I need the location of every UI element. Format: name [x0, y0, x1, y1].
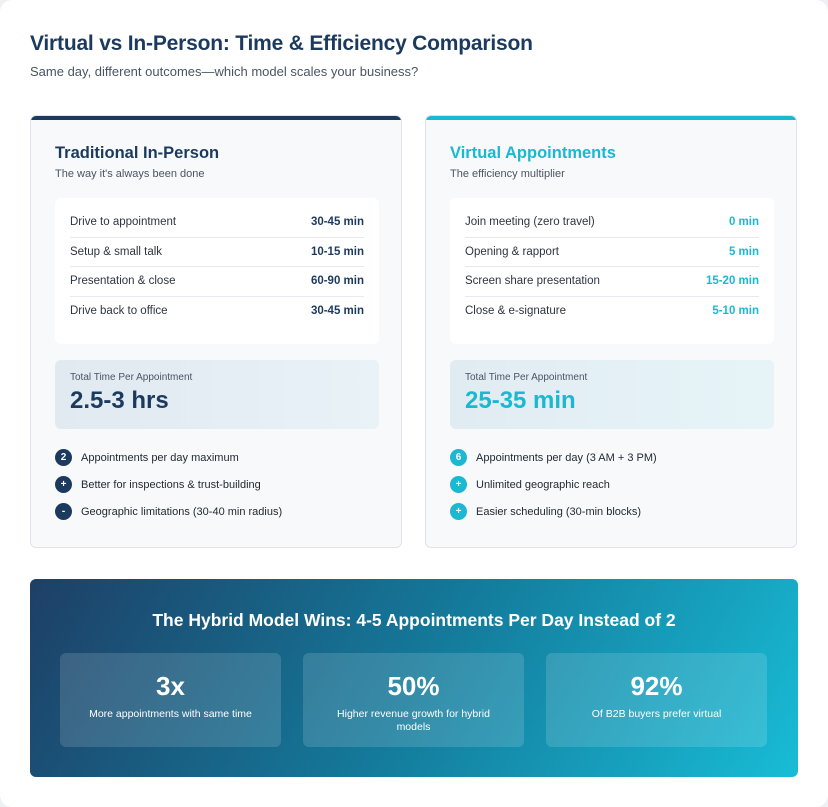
list-item: + Unlimited geographic reach [450, 471, 657, 498]
step-duration: 30-45 min [310, 216, 364, 229]
step-label: Drive to appointment [70, 216, 177, 229]
list-item: Join meeting (zero travel) 0 min [465, 208, 759, 238]
total-time-value: 2.5-3 hrs [70, 387, 169, 414]
stat-label: Of B2B buyers prefer virtual [591, 708, 722, 720]
card-tagline: The way it's always been done [55, 168, 205, 180]
step-duration: 5 min [728, 245, 759, 258]
step-duration: 0 min [728, 216, 759, 229]
card-title: Traditional In-Person [55, 144, 220, 162]
feature-text: Better for inspections & trust-building [81, 478, 261, 491]
minus-icon: - [55, 503, 72, 520]
total-time-box: Total Time Per Appointment 2.5-3 hrs [55, 360, 379, 429]
stat-card: 3x More appointments with same time [60, 653, 281, 747]
time-breakdown-list: Join meeting (zero travel) 0 min Opening… [450, 198, 774, 344]
list-item: Drive back to office 30-45 min [70, 297, 364, 327]
step-label: Join meeting (zero travel) [465, 216, 595, 229]
stat-label: Higher revenue growth for hybrid models [337, 708, 490, 734]
step-label: Presentation & close [70, 275, 176, 288]
count-badge: 2 [55, 449, 72, 466]
list-item: Presentation & close 60-90 min [70, 267, 364, 297]
list-item: Drive to appointment 30-45 min [70, 208, 364, 238]
total-time-label: Total Time Per Appointment [465, 372, 588, 383]
list-item: + Better for inspections & trust-buildin… [55, 471, 282, 498]
stat-card: 92% Of B2B buyers prefer virtual [546, 653, 767, 747]
plus-icon: + [450, 503, 467, 520]
stat-label: More appointments with same time [89, 708, 252, 720]
list-item: Screen share presentation 15-20 min [465, 267, 759, 297]
step-duration: 15-20 min [705, 275, 759, 288]
step-label: Opening & rapport [465, 245, 559, 258]
list-item: Opening & rapport 5 min [465, 238, 759, 267]
plus-icon: + [55, 476, 72, 493]
card-tagline: The efficiency multiplier [450, 168, 565, 180]
step-duration: 60-90 min [310, 275, 364, 288]
feature-text: Appointments per day (3 AM + 3 PM) [476, 451, 657, 464]
card-title: Virtual Appointments [450, 144, 616, 162]
stat-value: 92% [630, 671, 683, 701]
step-duration: 10-15 min [310, 245, 364, 258]
total-time-label: Total Time Per Appointment [70, 372, 193, 383]
in-person-card: Traditional In-Person The way it's alway… [30, 115, 402, 548]
list-item: 2 Appointments per day maximum [55, 444, 282, 471]
list-item: 6 Appointments per day (3 AM + 3 PM) [450, 444, 657, 471]
feature-list: 2 Appointments per day maximum + Better … [55, 444, 282, 525]
plus-icon: + [450, 476, 467, 493]
stat-value: 3x [156, 671, 185, 701]
step-label: Screen share presentation [465, 275, 600, 288]
list-item: + Easier scheduling (30-min blocks) [450, 498, 657, 525]
virtual-card: Virtual Appointments The efficiency mult… [425, 115, 797, 548]
stat-card: 50% Higher revenue growth for hybrid mod… [303, 653, 524, 747]
page-title: Virtual vs In-Person: Time & Efficiency … [30, 32, 533, 55]
card-accent-bar [426, 116, 796, 120]
feature-text: Unlimited geographic reach [476, 478, 610, 491]
card-accent-bar [31, 116, 401, 120]
step-duration: 30-45 min [310, 305, 364, 318]
step-label: Setup & small talk [70, 245, 163, 258]
stat-value: 50% [387, 671, 440, 701]
total-time-value: 25-35 min [465, 387, 576, 414]
banner-title: The Hybrid Model Wins: 4-5 Appointments … [152, 610, 676, 630]
list-item: Setup & small talk 10-15 min [70, 238, 364, 267]
step-label: Drive back to office [70, 305, 168, 318]
feature-text: Geographic limitations (30-40 min radius… [81, 505, 283, 518]
hybrid-model-banner: The Hybrid Model Wins: 4-5 Appointments … [30, 579, 798, 777]
feature-text: Appointments per day maximum [81, 451, 239, 464]
total-time-box: Total Time Per Appointment 25-35 min [450, 360, 774, 429]
count-badge: 6 [450, 449, 467, 466]
list-item: Close & e-signature 5-10 min [465, 297, 759, 327]
page-subtitle: Same day, different outcomes—which model… [30, 64, 419, 79]
time-breakdown-list: Drive to appointment 30-45 min Setup & s… [55, 198, 379, 344]
feature-text: Easier scheduling (30-min blocks) [476, 505, 642, 518]
step-duration: 5-10 min [712, 305, 759, 318]
list-item: - Geographic limitations (30-40 min radi… [55, 498, 282, 525]
step-label: Close & e-signature [465, 305, 566, 318]
feature-list: 6 Appointments per day (3 AM + 3 PM) + U… [450, 444, 657, 525]
